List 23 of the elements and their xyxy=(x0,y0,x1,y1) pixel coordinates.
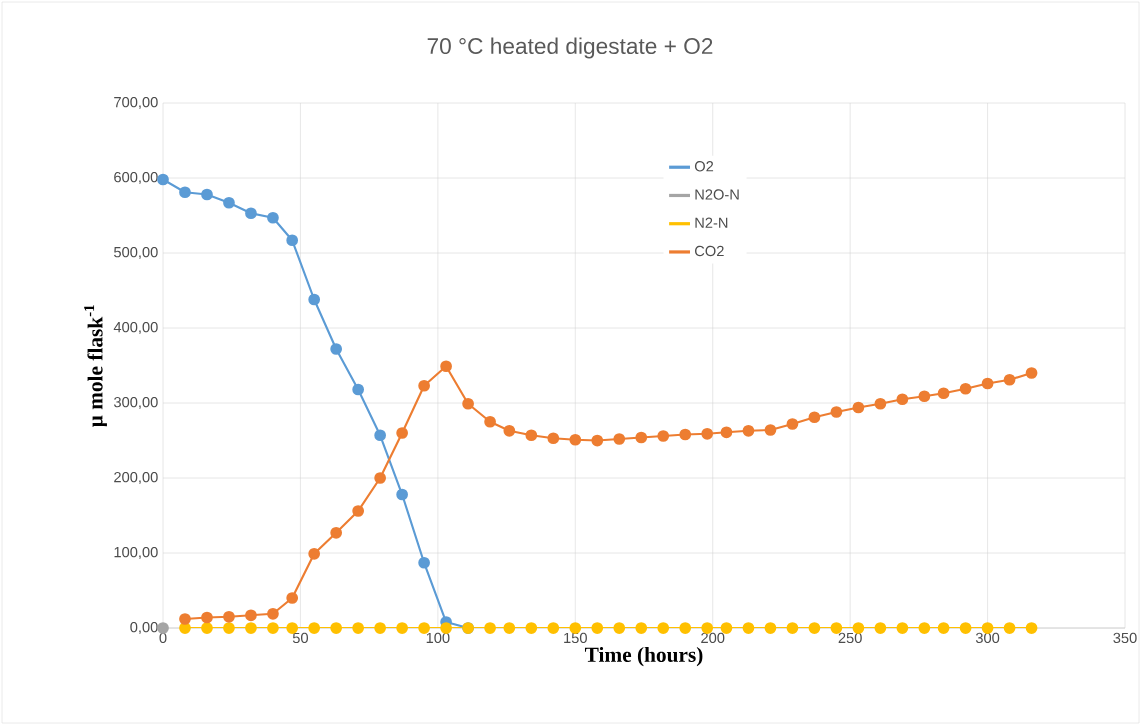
y-tick-label: 400,00 xyxy=(113,321,158,335)
legend-label: CO2 xyxy=(695,245,724,257)
y-tick-label: 600,00 xyxy=(114,171,158,185)
x-tick-label: 0 xyxy=(159,632,167,644)
y-tick-label: 100,00 xyxy=(114,546,158,560)
y-tick-label: 500,00 xyxy=(114,246,158,260)
legend-label: N2-N xyxy=(695,217,728,228)
y-tick-label: 300,00 xyxy=(114,396,158,410)
y-tick-label: 700,00 xyxy=(114,96,158,110)
y-tick-label: 0,00 xyxy=(130,621,158,635)
y-axis-title: μ mole flask$^{-1}$ xyxy=(84,305,107,428)
x-tick-label: 350 xyxy=(1113,632,1137,644)
y-tick-label: 200,00 xyxy=(114,471,158,485)
chart-title: 70 °C heated digestate + O2 xyxy=(427,37,713,59)
x-tick-label: 150 xyxy=(564,632,587,644)
x-axis-title: Time (hours) xyxy=(584,646,703,667)
legend-label: O2 xyxy=(694,161,714,172)
x-tick-label: 200 xyxy=(701,632,725,644)
x-tick-label: 250 xyxy=(838,632,862,644)
x-tick-label: 50 xyxy=(292,632,308,644)
x-tick-label: 100 xyxy=(426,632,450,644)
x-tick-label: 300 xyxy=(975,632,1000,644)
legend-label: N2O-N xyxy=(695,189,739,200)
